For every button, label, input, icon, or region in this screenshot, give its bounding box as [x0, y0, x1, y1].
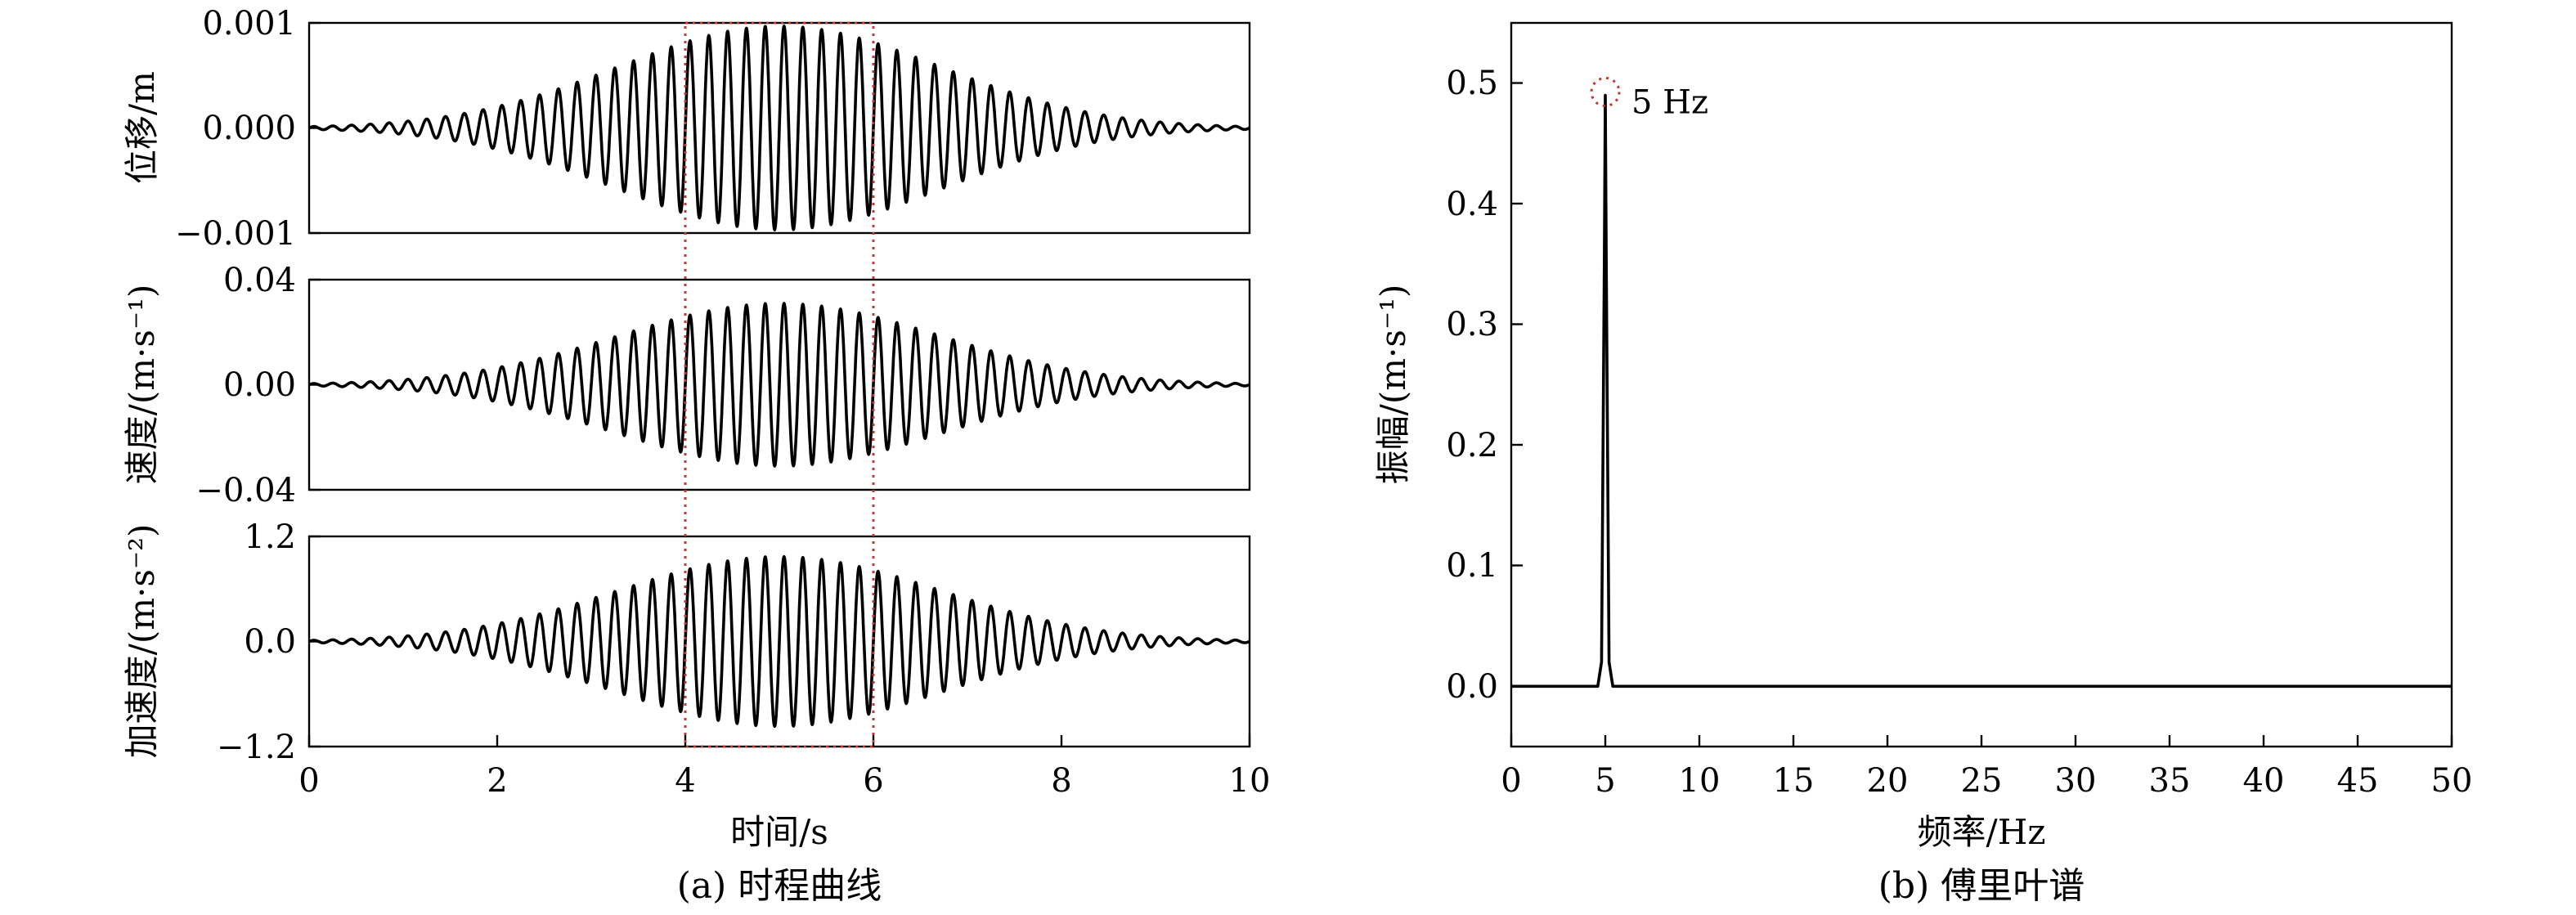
- freq-xtick-label-10: 10: [1679, 762, 1721, 800]
- freq-xtick-label-5: 5: [1595, 762, 1615, 800]
- velocity-ylabel: 速度/(m·s⁻¹): [122, 285, 162, 485]
- velocity-ytick-label-top: 0.04: [223, 262, 296, 299]
- acceleration-ytick-label-top: 1.2: [244, 518, 296, 556]
- time-xtick-label-2: 2: [487, 762, 507, 800]
- acceleration-ytick-label-mid: 0.0: [244, 623, 296, 661]
- freq-xtick-label-0: 0: [1501, 762, 1521, 800]
- displacement-ytick-label-mid: 0.000: [202, 110, 296, 147]
- acceleration-plot: 1.2 0.0 −1.2 加速度/(m·s⁻²) 0 2 4 6 8 10 时间…: [122, 518, 1270, 852]
- peak-marker-circle: [1590, 77, 1621, 107]
- amplitude-ylabel: 振幅/(m·s⁻¹): [1373, 285, 1413, 485]
- freq-xtick-label-25: 25: [1961, 762, 2003, 800]
- freq-xtick-label-30: 30: [2055, 762, 2097, 800]
- caption-a: (a) 时程曲线: [677, 865, 882, 907]
- displacement-ylabel: 位移/m: [122, 71, 162, 184]
- time-xtick-label-0: 0: [298, 762, 319, 800]
- amplitude-ytick-label-0.0: 0.0: [1446, 668, 1498, 706]
- amplitude-ytick-label-0.1: 0.1: [1446, 547, 1498, 585]
- amplitude-ytick-label-0.3: 0.3: [1446, 306, 1498, 343]
- acceleration-ytick-label-bottom: −1.2: [217, 729, 296, 766]
- acceleration-series-line: [307, 554, 1251, 729]
- displacement-ytick-label-bottom: −0.001: [175, 215, 296, 253]
- freq-xtick-label-15: 15: [1773, 762, 1815, 800]
- velocity-ytick-label-bottom: −0.04: [195, 472, 296, 509]
- fourier-spectrum-line: [1511, 93, 2452, 688]
- velocity-ytick-label-mid: 0.00: [223, 366, 296, 404]
- displacement-ytick-label-top: 0.001: [202, 5, 296, 43]
- freq-xtick-label-20: 20: [1867, 762, 1909, 800]
- time-xlabel: 时间/s: [730, 812, 828, 852]
- fourier-plot-frame: [1510, 21, 2453, 748]
- freq-xtick-label-50: 50: [2431, 762, 2473, 800]
- panel-a: 0.001 0.000 −0.001 位移/m 0.04 0.00 −0.04 …: [122, 5, 1270, 907]
- panel-b: 0.5 0.4 0.3 0.2 0.1 0.0 0 5 10 15 20 25 …: [1373, 21, 2473, 907]
- time-xtick-label-4: 4: [675, 762, 695, 800]
- freq-xtick-label-45: 45: [2337, 762, 2379, 800]
- freq-xtick-label-40: 40: [2243, 762, 2285, 800]
- freq-xtick-label-35: 35: [2149, 762, 2191, 800]
- velocity-series-line: [307, 302, 1251, 468]
- frequency-xlabel: 频率/Hz: [1918, 812, 2046, 852]
- time-xtick-label-6: 6: [863, 762, 883, 800]
- time-xtick-label-10: 10: [1229, 762, 1271, 800]
- amplitude-ytick-label-0.4: 0.4: [1446, 186, 1498, 223]
- caption-b: (b) 傅里叶谱: [1878, 865, 2085, 907]
- acceleration-ylabel: 加速度/(m·s⁻²): [122, 524, 162, 759]
- time-xtick-label-8: 8: [1051, 762, 1071, 800]
- displacement-series-line: [307, 25, 1251, 231]
- amplitude-ytick-label-0.2: 0.2: [1446, 427, 1498, 464]
- fourier-plot: 0.5 0.4 0.3 0.2 0.1 0.0 0 5 10 15 20 25 …: [1373, 21, 2473, 852]
- amplitude-ytick-label-0.5: 0.5: [1446, 65, 1498, 102]
- displacement-plot: 0.001 0.000 −0.001 位移/m: [122, 5, 1251, 253]
- velocity-plot: 0.04 0.00 −0.04 速度/(m·s⁻¹): [122, 262, 1251, 509]
- peak-annotation-label: 5 Hz: [1631, 84, 1708, 122]
